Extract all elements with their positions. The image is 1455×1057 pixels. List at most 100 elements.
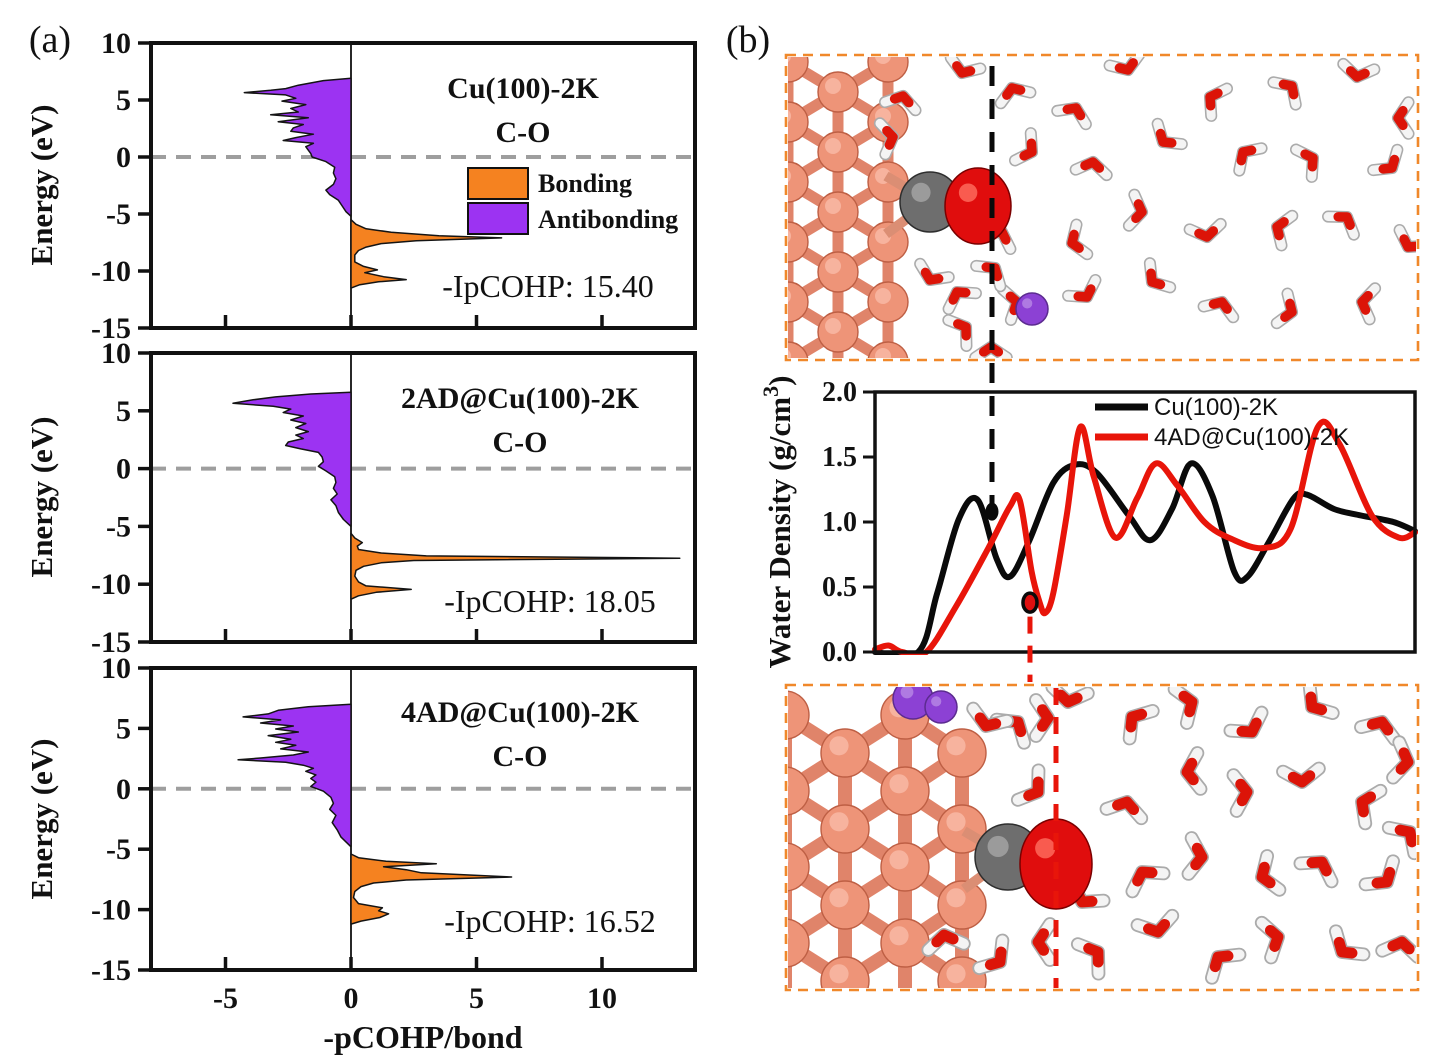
- cu-atom: [788, 161, 809, 203]
- oxygen-center: [1256, 861, 1276, 889]
- oxygen-center: [1055, 689, 1083, 708]
- oxygen-center: [1073, 284, 1096, 302]
- oxygen-center: [1209, 950, 1234, 973]
- oxygen-center: [1114, 58, 1138, 75]
- pcohp-legend: Bonding Antibonding: [467, 167, 678, 235]
- antibonding-curve: [232, 391, 352, 528]
- density-curve-black: [872, 460, 1418, 655]
- water-molecule: [1293, 855, 1339, 889]
- water-molecule: [1226, 768, 1254, 818]
- panel-a-label: (a): [29, 19, 71, 61]
- water-molecule: [944, 57, 987, 80]
- legend-label-antibonding: Antibonding: [538, 205, 678, 234]
- oxygen-center: [1205, 88, 1223, 111]
- subplot1-ipcohp: -IpCOHP: 15.40: [442, 268, 654, 304]
- oxygen-center: [920, 267, 944, 285]
- density-curve-red: [872, 418, 1418, 655]
- oxygen-center: [1036, 704, 1054, 732]
- water-molecule: [1151, 117, 1188, 151]
- oxygen-center: [1357, 290, 1373, 315]
- water-molecule: [1203, 82, 1234, 122]
- oxygen-center: [1272, 217, 1289, 241]
- x-tick-label: 0: [344, 982, 359, 1015]
- cu-atom: [938, 1033, 986, 1057]
- potassium-ion: [924, 690, 958, 724]
- y-tick-label: -5: [106, 198, 131, 231]
- cu-bond: [905, 1019, 962, 1057]
- oxygen-center: [1235, 778, 1253, 807]
- subplot2-subtitle: C-O: [493, 426, 548, 459]
- water-molecule: [1065, 218, 1094, 261]
- oxygen-center: [1146, 268, 1166, 290]
- water-molecule: [1031, 917, 1057, 967]
- y-axis-label-energy-2: Energy (eV): [24, 417, 59, 578]
- water-molecule: [1367, 143, 1404, 177]
- density-legend: Cu(100)-2K 4AD@Cu(100)-2K: [1095, 394, 1349, 451]
- copper-slab: [761, 690, 987, 1057]
- pcohp-subplot-2: 10 5 0 -5 -10 -15: [91, 337, 697, 659]
- x-axis-label-pcohp: -pCOHP/bond: [323, 1019, 522, 1055]
- oxygen-center: [974, 712, 1002, 732]
- subplot1-subtitle: C-O: [496, 116, 551, 149]
- oxygen-center: [1395, 747, 1414, 775]
- water-molecule: [1254, 915, 1285, 965]
- oxygen-center: [1023, 776, 1044, 802]
- oxygen-center: [1067, 229, 1084, 253]
- water-molecule: [1180, 746, 1208, 796]
- plot-frame: [149, 666, 697, 972]
- water-molecule: [1270, 209, 1299, 252]
- potassium-ion: [1015, 292, 1049, 326]
- cu-atom: [788, 918, 810, 968]
- water-molecule: [1355, 783, 1388, 831]
- water-molecule: [1122, 188, 1149, 232]
- y-tick-label: 5: [116, 395, 131, 428]
- y-tick-label: 10: [101, 652, 131, 685]
- oxygen-center: [1032, 928, 1050, 956]
- water-molecule: [914, 257, 955, 287]
- bonding-curve: [350, 853, 513, 925]
- y-tick-label: -10: [91, 255, 131, 288]
- oxygen-center: [882, 125, 898, 150]
- oxygen-center: [1371, 866, 1396, 889]
- cu-atom: [761, 995, 809, 1043]
- oxygen-center: [931, 929, 959, 948]
- water-molecule: [1355, 282, 1382, 326]
- subplot3-ipcohp: -IpCOHP: 16.52: [444, 903, 656, 939]
- oxygen-center: [948, 287, 971, 305]
- cu-bond: [845, 1019, 905, 1057]
- y-tick-label: 0.0: [822, 637, 857, 668]
- cu-bond: [785, 1019, 845, 1057]
- cu-atom: [881, 995, 929, 1043]
- water-molecule: [1008, 127, 1039, 167]
- oxygen-center: [1300, 149, 1318, 172]
- y-tick-label: 10: [101, 27, 131, 60]
- water-molecule: [1062, 273, 1102, 304]
- y-tick-label: 0: [116, 453, 131, 486]
- water-molecule: [1255, 849, 1287, 897]
- red-marker-circle: [1021, 591, 1039, 614]
- oxygen-center: [1264, 924, 1284, 952]
- water-molecule: [1289, 143, 1320, 183]
- oxygen-center: [1178, 690, 1198, 718]
- bonding-curve: [350, 532, 681, 600]
- water-molecule: [1375, 935, 1416, 964]
- water-molecule: [1183, 217, 1227, 244]
- water-molecule: [879, 89, 922, 117]
- y-tick-label: 2.0: [822, 377, 857, 408]
- water-molecule: [994, 81, 1037, 110]
- oxygen-center: [1236, 145, 1257, 166]
- oxygen-center: [1345, 66, 1370, 82]
- water-molecule: [1099, 795, 1149, 826]
- y-tick-label: -15: [91, 312, 131, 345]
- water-molecule: [1010, 763, 1046, 807]
- oxygen-center: [952, 61, 976, 78]
- oxygen-center: [889, 91, 914, 108]
- oxygen-center: [1280, 298, 1297, 322]
- water-density-chart: 0.0 0.5 1.0 1.5 2.0: [822, 377, 1418, 668]
- oxygen-center: [1002, 83, 1026, 100]
- snapshot-border: [784, 53, 1420, 362]
- legend-label-4ad-cu100-2k: 4AD@Cu(100)-2K: [1154, 424, 1349, 451]
- oxygen-center: [1155, 128, 1177, 148]
- y-axis-label-energy-1: Energy (eV): [24, 105, 59, 266]
- oxygen-center: [1083, 942, 1104, 968]
